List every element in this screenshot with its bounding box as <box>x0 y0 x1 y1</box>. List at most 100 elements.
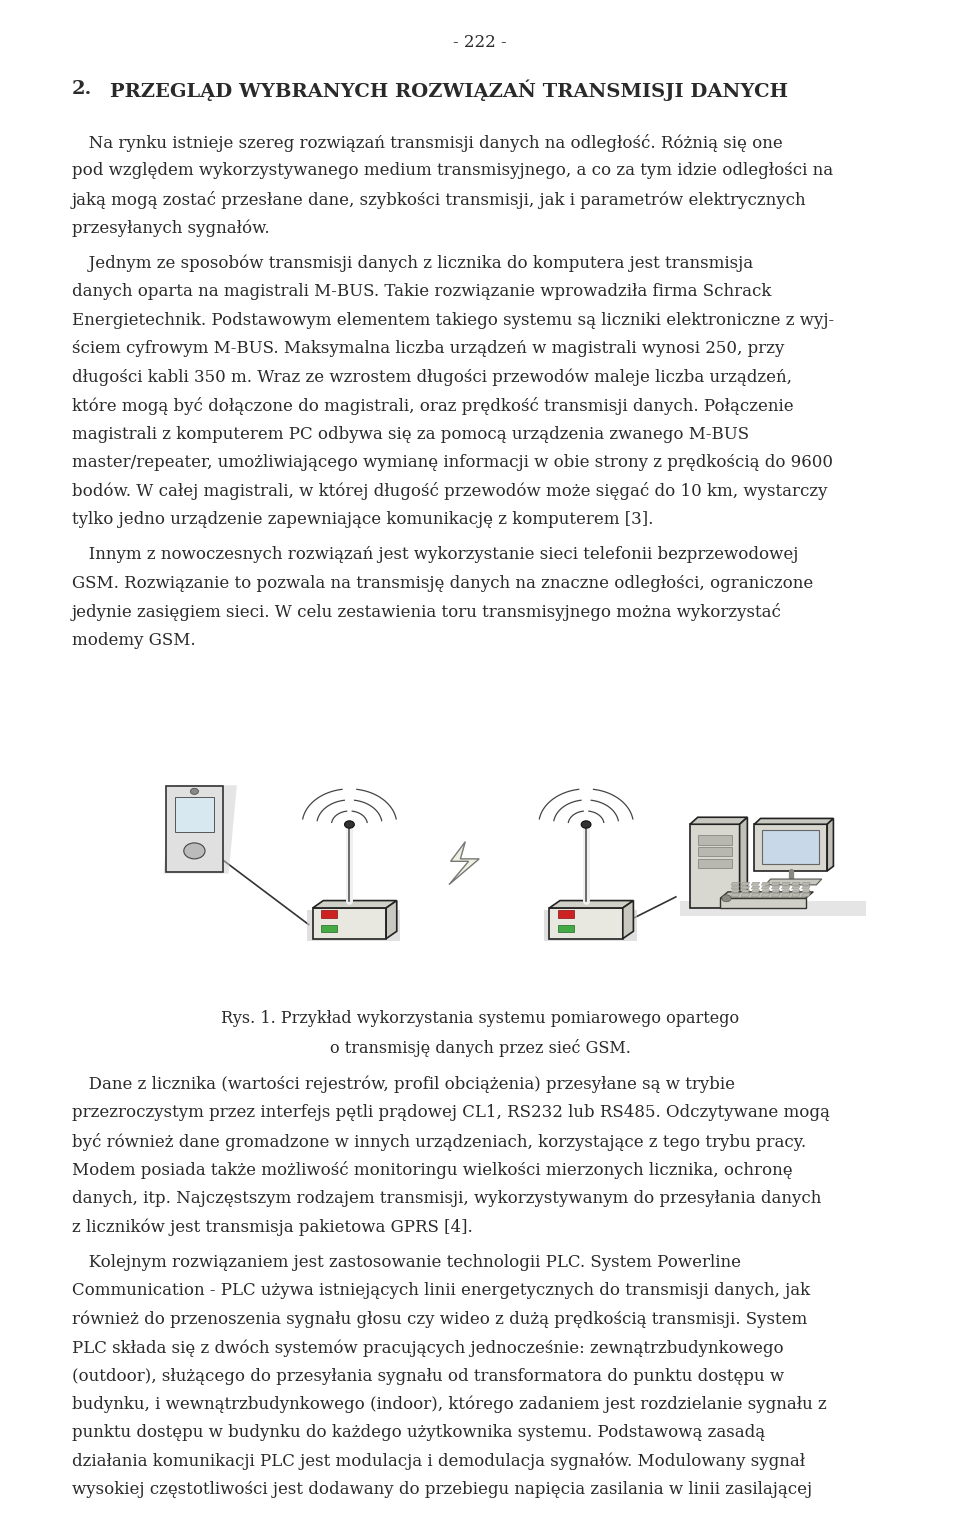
Polygon shape <box>792 887 800 888</box>
Polygon shape <box>313 900 396 908</box>
Polygon shape <box>781 887 790 888</box>
Polygon shape <box>739 818 748 908</box>
Polygon shape <box>802 890 810 893</box>
Text: pod względem wykorzystywanego medium transmisyjnego, a co za tym idzie odległośc: pod względem wykorzystywanego medium tra… <box>72 163 833 179</box>
Polygon shape <box>732 887 739 888</box>
Polygon shape <box>741 890 750 893</box>
Polygon shape <box>732 890 739 893</box>
Text: punktu dostępu w budynku do każdego użytkownika systemu. Podstawową zasadą: punktu dostępu w budynku do każdego użyt… <box>72 1425 765 1442</box>
Polygon shape <box>802 894 810 896</box>
Polygon shape <box>761 890 770 893</box>
Polygon shape <box>698 859 732 868</box>
Text: działania komunikacji PLC jest modulacja i demodulacja sygnałów. Modulowany sygn: działania komunikacji PLC jest modulacja… <box>72 1453 805 1471</box>
Polygon shape <box>792 894 800 896</box>
Text: bodów. W całej magistrali, w której długość przewodów może sięgać do 10 km, wyst: bodów. W całej magistrali, w której dług… <box>72 482 828 500</box>
Polygon shape <box>752 882 759 885</box>
Polygon shape <box>761 887 770 888</box>
Text: które mogą być dołączone do magistrali, oraz prędkość transmisji danych. Połącze: które mogą być dołączone do magistrali, … <box>72 397 794 416</box>
Polygon shape <box>755 824 828 871</box>
Text: długości kabli 350 m. Wraz ze wzrostem długości przewodów maleje liczba urządzeń: długości kabli 350 m. Wraz ze wzrostem d… <box>72 368 792 387</box>
Polygon shape <box>762 830 820 864</box>
Text: tylko jedno urządzenie zapewniające komunikację z komputerem [3].: tylko jedno urządzenie zapewniające komu… <box>72 511 654 528</box>
Polygon shape <box>761 882 770 885</box>
Text: Modem posiada także możliwość monitoringu wielkości mierzonych licznika, ochronę: Modem posiada także możliwość monitoring… <box>72 1161 793 1180</box>
Polygon shape <box>802 882 810 885</box>
Polygon shape <box>781 882 790 885</box>
Polygon shape <box>321 910 337 919</box>
Polygon shape <box>549 908 623 939</box>
Text: (outdoor), służącego do przesyłania sygnału od transformatora do punktu dostępu : (outdoor), służącego do przesyłania sygn… <box>72 1367 784 1385</box>
Polygon shape <box>690 818 748 824</box>
Text: przesyłanych sygnałów.: przesyłanych sygnałów. <box>72 219 270 236</box>
Polygon shape <box>166 787 223 873</box>
Polygon shape <box>781 890 790 893</box>
Text: 2.: 2. <box>72 80 92 98</box>
Text: - 222 -: - 222 - <box>453 34 507 51</box>
Polygon shape <box>321 925 337 933</box>
Polygon shape <box>752 887 759 888</box>
Text: jedynie zasięgiem sieci. W celu zestawienia toru transmisyjnego można wykorzysta: jedynie zasięgiem sieci. W celu zestawie… <box>72 603 781 621</box>
Circle shape <box>183 842 205 859</box>
Text: również do przenoszenia sygnału głosu czy wideo z dużą prędkością transmisji. Sy: również do przenoszenia sygnału głosu cz… <box>72 1310 807 1328</box>
Polygon shape <box>792 882 800 885</box>
Polygon shape <box>772 894 780 896</box>
Polygon shape <box>543 910 636 940</box>
Polygon shape <box>741 887 750 888</box>
Polygon shape <box>741 882 750 885</box>
Polygon shape <box>307 910 400 940</box>
Polygon shape <box>623 900 634 939</box>
Polygon shape <box>313 908 386 939</box>
Text: z liczników jest transmisja pakietowa GPRS [4].: z liczników jest transmisja pakietowa GP… <box>72 1218 472 1236</box>
Text: Innym z nowoczesnych rozwiązań jest wykorzystanie sieci telefonii bezprzewodowej: Innym z nowoczesnych rozwiązań jest wyko… <box>72 546 799 563</box>
Text: master/repeater, umożliwiającego wymianę informacji w obie strony z prędkością d: master/repeater, umożliwiającego wymianę… <box>72 454 833 471</box>
Polygon shape <box>558 925 574 933</box>
Polygon shape <box>698 836 732 845</box>
Polygon shape <box>755 819 833 824</box>
Polygon shape <box>449 842 479 885</box>
Polygon shape <box>175 798 214 833</box>
Text: wysokiej częstotliwości jest dodawany do przebiegu napięcia zasilania w linii za: wysokiej częstotliwości jest dodawany do… <box>72 1482 812 1499</box>
Text: ściem cyfrowym M-BUS. Maksymalna liczba urządzeń w magistrali wynosi 250, przy: ściem cyfrowym M-BUS. Maksymalna liczba … <box>72 341 784 357</box>
Polygon shape <box>765 879 822 885</box>
Polygon shape <box>698 847 732 856</box>
Polygon shape <box>792 890 800 893</box>
Polygon shape <box>802 887 810 888</box>
Polygon shape <box>163 785 237 873</box>
Polygon shape <box>741 894 750 896</box>
Polygon shape <box>772 887 780 888</box>
Polygon shape <box>732 882 739 885</box>
Polygon shape <box>720 891 813 899</box>
Polygon shape <box>772 882 780 885</box>
Polygon shape <box>690 824 739 908</box>
Text: danych oparta na magistrali M-BUS. Takie rozwiązanie wprowadziła firma Schrack: danych oparta na magistrali M-BUS. Takie… <box>72 284 772 301</box>
Text: Dane z licznika (wartości rejestrów, profil obciążenia) przesyłane są w trybie: Dane z licznika (wartości rejestrów, pro… <box>72 1075 735 1094</box>
Circle shape <box>345 821 354 828</box>
Circle shape <box>722 894 732 902</box>
Polygon shape <box>761 894 770 896</box>
Text: o transmisję danych przez sieć GSM.: o transmisję danych przez sieć GSM. <box>329 1039 631 1057</box>
Circle shape <box>190 788 199 795</box>
Polygon shape <box>752 890 759 893</box>
Text: Rys. 1. Przykład wykorzystania systemu pomiarowego opartego: Rys. 1. Przykład wykorzystania systemu p… <box>221 1011 739 1028</box>
Polygon shape <box>828 819 833 871</box>
Text: PLC składa się z dwóch systemów pracujących jednocześnie: zewnątrzbudynkowego: PLC składa się z dwóch systemów pracując… <box>72 1339 783 1356</box>
Polygon shape <box>752 894 759 896</box>
Polygon shape <box>732 894 739 896</box>
Text: danych, itp. Najczęstszym rodzajem transmisji, wykorzystywanym do przesyłania da: danych, itp. Najczęstszym rodzajem trans… <box>72 1190 822 1207</box>
Text: przezroczystym przez interfejs pętli prądowej CL1, RS232 lub RS485. Odczytywane : przezroczystym przez interfejs pętli prą… <box>72 1104 829 1121</box>
Polygon shape <box>558 910 574 919</box>
Text: Na rynku istnieje szereg rozwiązań transmisji danych na odległość. Różnią się on: Na rynku istnieje szereg rozwiązań trans… <box>72 133 782 152</box>
Polygon shape <box>549 900 634 908</box>
Polygon shape <box>386 900 396 939</box>
Text: Jednym ze sposobów transmisji danych z licznika do komputera jest transmisja: Jednym ze sposobów transmisji danych z l… <box>72 255 754 272</box>
Text: magistrali z komputerem PC odbywa się za pomocą urządzenia zwanego M-BUS: magistrali z komputerem PC odbywa się za… <box>72 425 749 442</box>
Text: być również dane gromadzone w innych urządzeniach, korzystające z tego trybu pra: być również dane gromadzone w innych urz… <box>72 1132 806 1150</box>
Text: Communication - PLC używa istniejących linii energetycznych do transmisji danych: Communication - PLC używa istniejących l… <box>72 1282 810 1299</box>
Circle shape <box>581 821 591 828</box>
Polygon shape <box>781 894 790 896</box>
Polygon shape <box>772 890 780 893</box>
Text: modemy GSM.: modemy GSM. <box>72 632 196 649</box>
Text: Kolejnym rozwiązaniem jest zastosowanie technologii PLC. System Powerline: Kolejnym rozwiązaniem jest zastosowanie … <box>72 1253 741 1270</box>
Text: PRZEGLĄD WYBRANYCH ROZWIĄZAŃ TRANSMISJI DANYCH: PRZEGLĄD WYBRANYCH ROZWIĄZAŃ TRANSMISJI … <box>110 80 788 101</box>
Polygon shape <box>680 900 866 916</box>
